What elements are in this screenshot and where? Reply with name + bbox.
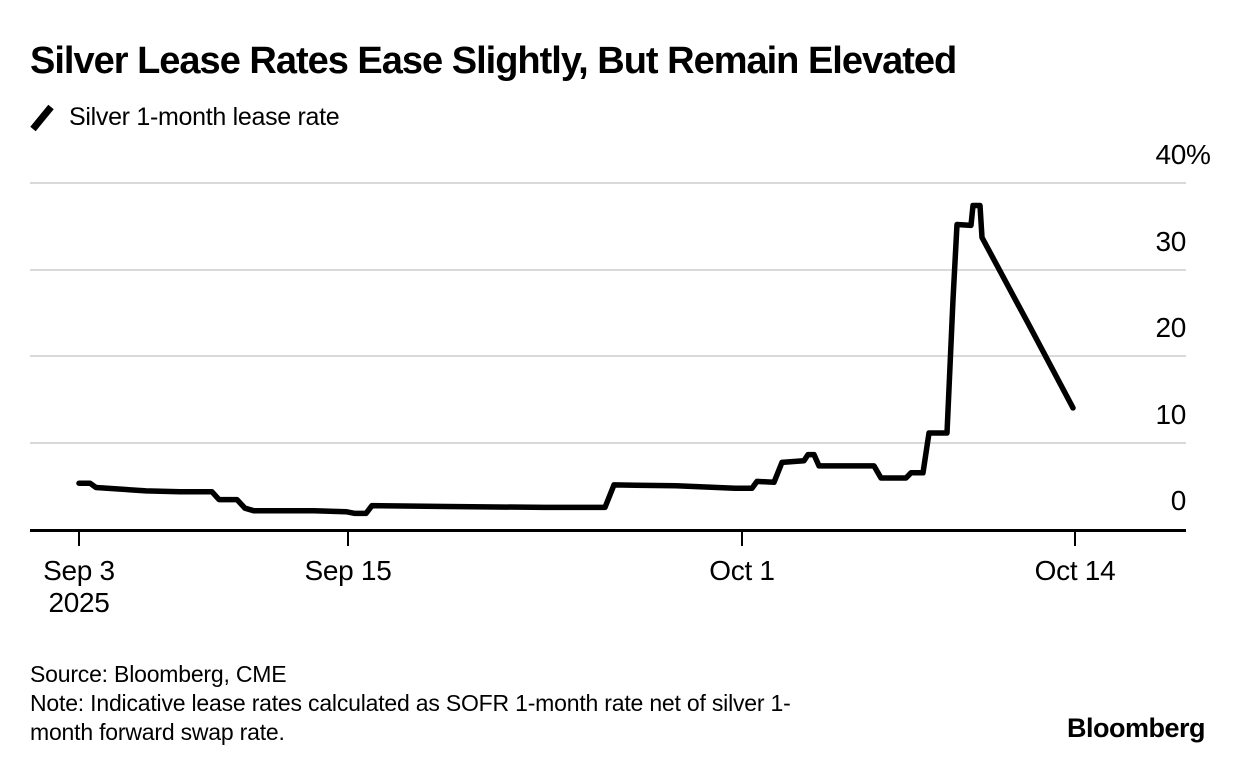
y-gridline bbox=[30, 441, 1186, 444]
x-axis-tick-mark bbox=[1074, 532, 1076, 546]
y-axis-tick-label: 30 bbox=[1155, 225, 1186, 257]
x-axis-tick-mark bbox=[347, 532, 349, 546]
line-series-icon bbox=[30, 104, 56, 132]
lease-rate-series-line bbox=[76, 202, 1076, 517]
legend: Silver 1-month lease rate bbox=[30, 103, 340, 132]
x-axis-tick-label: Sep 3 2025 bbox=[0, 555, 159, 619]
x-axis-tick-label: Oct 1 bbox=[709, 555, 775, 586]
x-axis-line bbox=[30, 529, 1186, 532]
y-axis-tick-label: 40% bbox=[1155, 139, 1211, 170]
legend-series-label: Silver 1-month lease rate bbox=[69, 103, 340, 131]
y-axis-tick-label: 20 bbox=[1155, 312, 1186, 343]
source-text: Source: Bloomberg, CME bbox=[30, 661, 287, 687]
x-axis-tick-label: Sep 15 bbox=[304, 555, 392, 586]
x-axis-tick-label: Oct 14 bbox=[1034, 555, 1116, 586]
bloomberg-logo: Bloomberg bbox=[1066, 713, 1206, 743]
y-axis-tick-label: 0 bbox=[1170, 485, 1187, 516]
chart-title: Silver Lease Rates Ease Slightly, But Re… bbox=[30, 40, 957, 82]
note-text-line1: Note: Indicative lease rates calculated … bbox=[30, 690, 791, 716]
x-axis-tick-mark bbox=[741, 532, 743, 546]
y-gridline bbox=[30, 355, 1186, 357]
chart-footer: Source: Bloomberg, CME Note: Indicative … bbox=[30, 660, 791, 747]
x-axis-tick-mark bbox=[78, 532, 80, 546]
note-text-line2: month forward swap rate. bbox=[30, 719, 285, 745]
percent-suffix: % bbox=[1186, 139, 1211, 170]
y-gridline bbox=[30, 268, 1186, 271]
y-axis-tick-label: 10 bbox=[1155, 398, 1186, 430]
y-gridline bbox=[30, 182, 1186, 184]
x-axis-year-label: 2025 bbox=[48, 587, 110, 618]
